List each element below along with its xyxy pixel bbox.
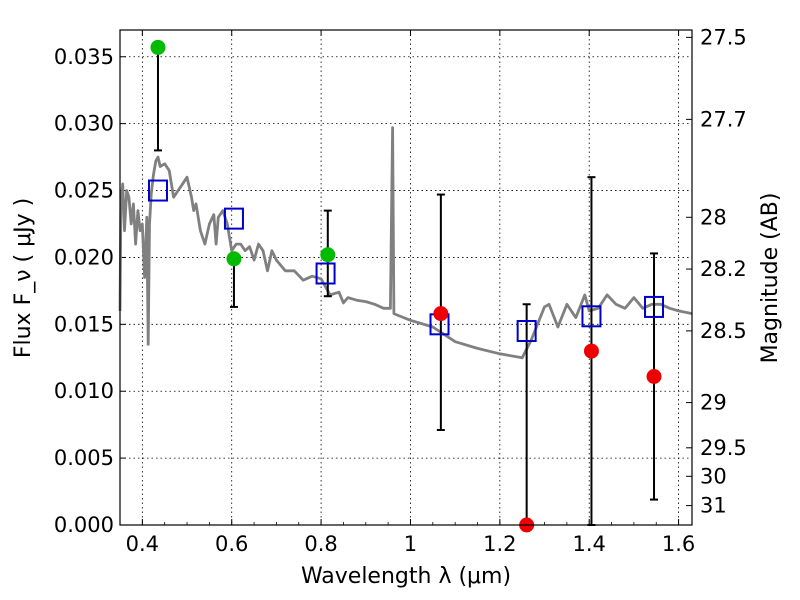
plot-background [120,30,692,525]
right-tick-label: 29 [700,391,727,415]
right-tick-label: 28.2 [700,257,747,281]
model-band-square [516,320,537,343]
observed-point-green [320,247,336,263]
right-tick-label: 27.5 [700,25,747,49]
observed-point-green [150,39,166,55]
model-spectrum-line [118,126,693,360]
y-tick-label: 0.010 [54,379,114,403]
grid [120,30,692,526]
data-markers [147,39,665,533]
right-tick-label: 28.5 [700,319,747,343]
model-band-square [223,207,244,230]
y-tick-label: 0.000 [54,513,114,537]
x-tick-label: 1.4 [573,532,606,556]
right-tick-label: 31 [700,494,727,518]
x-tick-label: 0.6 [215,532,248,556]
y-tick-label: 0.015 [54,312,114,336]
y-tick-label: 0.030 [54,112,114,136]
observed-point-green [226,251,242,267]
model-band-square [644,295,665,318]
y-tick-label: 0.005 [54,446,114,470]
plot-frame [119,29,693,526]
model-band-square [581,305,602,328]
observed-point-red [583,343,599,359]
model-band-square [315,262,336,285]
x-axis-label: Wavelength λ (μm) [301,564,511,589]
right-tick-label: 27.7 [700,107,747,131]
right-tick-label: 29.5 [700,436,747,460]
right-tick-label: 30 [700,464,727,488]
x-tick-label: 0.4 [126,532,159,556]
x-tick-label: 0.8 [304,532,337,556]
y-tick-label: 0.035 [54,45,114,69]
x-tick-labels: 0.4 0.6 0.8 1 1.2 1.4 1.6 [126,532,696,556]
model-spectrum [118,126,693,360]
right-axis-label: Magnitude (AB) [758,193,783,364]
x-tick-label: 1 [404,532,417,556]
x-tick-label: 1.6 [662,532,695,556]
observed-point-red [646,369,662,384]
y-tick-label: 0.020 [54,245,114,269]
right-tick-labels: 27.5 27.7 28 28.2 28.5 29 29.5 30 31 [700,25,747,517]
y-tick-labels: 0.000 0.005 0.010 0.015 0.020 0.025 0.030 0.035 [54,45,114,537]
y-axis-label: Flux F_ν ( μJy ) [11,198,36,358]
x-tick-label: 1.2 [483,532,516,556]
model-band-square [147,179,168,202]
right-tick-label: 28 [700,205,727,229]
y-tick-label: 0.025 [54,179,114,203]
observed-point-red [433,306,449,322]
